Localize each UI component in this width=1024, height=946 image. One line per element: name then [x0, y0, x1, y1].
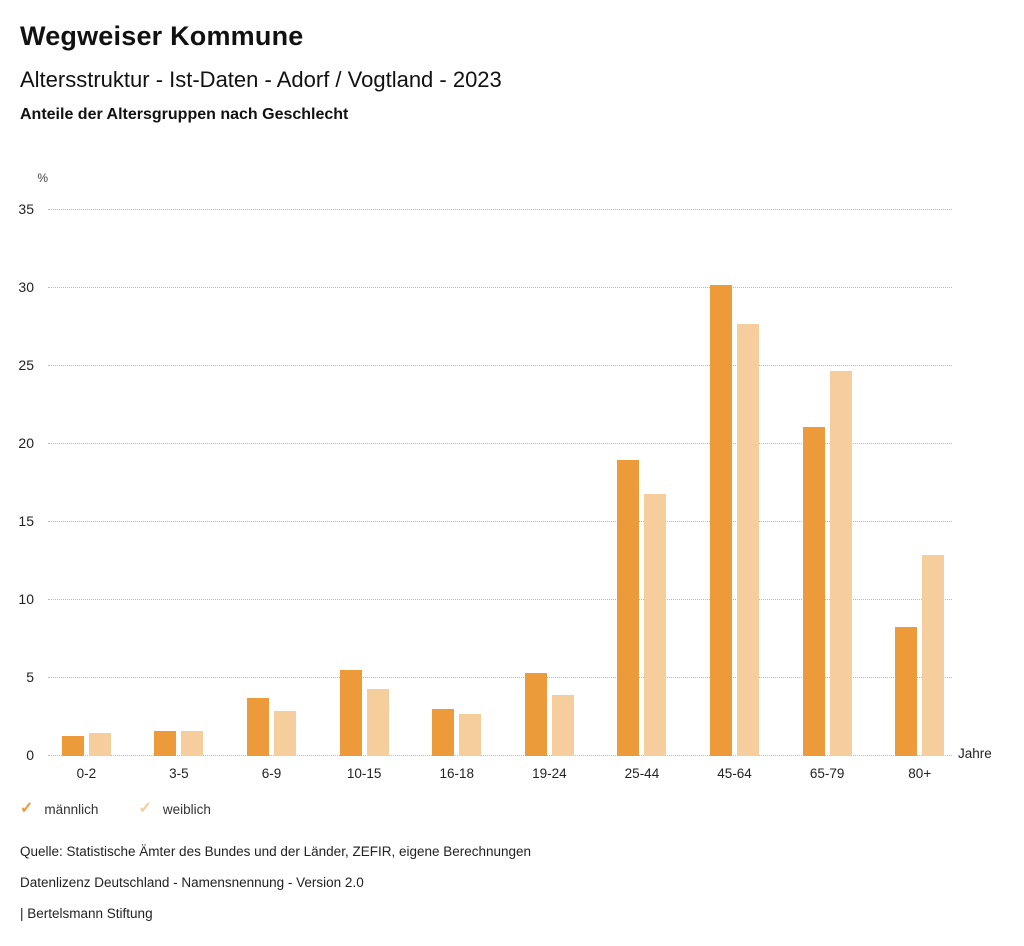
bar-female-3-5[interactable]: [181, 731, 204, 756]
legend: ✓ männlich ✓ weiblich: [20, 801, 211, 817]
y-tick-label-10: 10: [18, 591, 34, 607]
bar-group-3-5: [154, 731, 204, 756]
bar-group-6-9: [247, 698, 297, 756]
bar-group-19-24: [524, 673, 574, 756]
y-tick-label-35: 35: [18, 201, 34, 217]
chart-caption: Anteile der Altersgruppen nach Geschlech…: [20, 106, 349, 123]
source-line: Quelle: Statistische Ämter des Bundes un…: [20, 844, 532, 859]
y-tick-label-30: 30: [18, 279, 34, 295]
gridline-30: [48, 287, 952, 288]
bar-group-45-64: [710, 285, 760, 756]
x-tick-label-0-2: 0-2: [76, 766, 97, 781]
x-tick-label-65-79: 65-79: [809, 766, 845, 781]
bar-female-25-44[interactable]: [644, 494, 667, 756]
check-icon: ✓: [20, 800, 34, 817]
bar-male-25-44[interactable]: [617, 460, 640, 756]
y-tick-label-0: 0: [26, 747, 34, 763]
bar-group-65-79: [802, 371, 852, 756]
x-tick-label-19-24: 19-24: [532, 766, 567, 781]
x-tick-label-10-15: 10-15: [346, 766, 382, 781]
x-tick-label-6-9: 6-9: [261, 766, 282, 781]
check-icon: ✓: [138, 800, 152, 817]
bar-male-16-18[interactable]: [432, 709, 455, 756]
y-tick-label-15: 15: [18, 513, 34, 529]
bar-male-6-9[interactable]: [247, 698, 270, 756]
chart-subtitle: Altersstruktur - Ist-Daten - Adorf / Vog…: [20, 67, 502, 92]
bar-group-16-18: [432, 709, 482, 756]
gridline-5: [48, 677, 952, 678]
y-tick-label-5: 5: [26, 669, 34, 685]
bar-male-3-5[interactable]: [154, 731, 177, 756]
gridline-10: [48, 599, 952, 600]
legend-item-weiblich[interactable]: ✓ weiblich: [138, 801, 210, 817]
bar-male-10-15[interactable]: [339, 670, 362, 756]
y-tick-label-20: 20: [18, 435, 34, 451]
gridline-15: [48, 521, 952, 522]
x-axis-unit-label: Jahre: [958, 746, 992, 761]
bar-female-80+[interactable]: [922, 555, 945, 756]
gridline-20: [48, 443, 952, 444]
bar-male-80+[interactable]: [895, 627, 918, 756]
x-tick-label-25-44: 25-44: [624, 766, 660, 781]
legend-label: weiblich: [162, 801, 211, 817]
gridline-35: [48, 209, 952, 210]
publisher-line: | Bertelsmann Stiftung: [20, 906, 153, 921]
bar-group-10-15: [339, 670, 389, 756]
x-tick-label-45-64: 45-64: [717, 766, 752, 781]
y-axis-ticks: 0 5 10 15 20 25 30 35: [0, 201, 34, 763]
y-axis-unit-label: %: [37, 171, 48, 185]
bar-female-65-79[interactable]: [829, 371, 852, 756]
bar-female-19-24[interactable]: [551, 695, 574, 756]
legend-item-maennlich[interactable]: ✓ männlich: [20, 801, 98, 817]
legend-label: männlich: [44, 801, 99, 817]
bar-female-0-2[interactable]: [88, 733, 111, 756]
x-tick-label-16-18: 16-18: [439, 766, 475, 781]
x-tick-label-3-5: 3-5: [169, 766, 189, 781]
bar-group-25-44: [617, 460, 667, 756]
x-axis-labels: 0-2 3-5 6-9 10-15 16-18 19-24 25-44 45-64 65-79 8…: [48, 766, 952, 786]
bar-male-65-79[interactable]: [802, 427, 825, 756]
bar-female-6-9[interactable]: [274, 711, 297, 756]
bar-male-0-2[interactable]: [61, 736, 84, 756]
gridline-25: [48, 365, 952, 366]
x-tick-label-80+: 80+: [908, 766, 932, 781]
bar-female-10-15[interactable]: [366, 689, 389, 756]
app-title: Wegweiser Kommune: [20, 21, 304, 51]
bar-male-45-64[interactable]: [710, 285, 733, 756]
y-tick-label-25: 25: [18, 357, 34, 373]
bar-male-19-24[interactable]: [524, 673, 547, 756]
bar-female-45-64[interactable]: [737, 324, 760, 756]
bar-group-80+: [895, 555, 945, 756]
bar-group-0-2: [61, 733, 111, 756]
bar-female-16-18[interactable]: [459, 714, 482, 756]
plot-area: [48, 209, 952, 756]
gridline-0: [48, 755, 952, 756]
license-line: Datenlizenz Deutschland - Namensnennung …: [20, 875, 364, 890]
